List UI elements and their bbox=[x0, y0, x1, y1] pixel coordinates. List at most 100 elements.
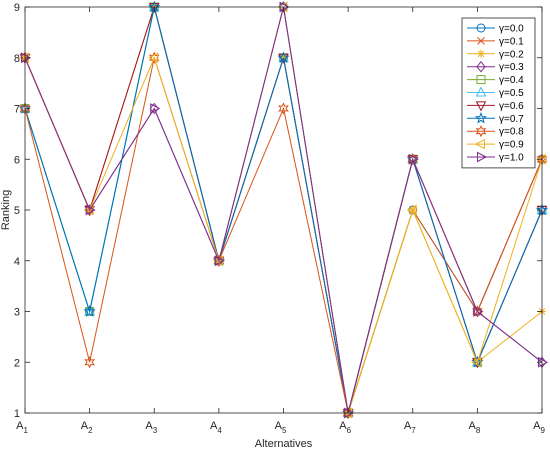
legend-marker bbox=[476, 75, 486, 85]
legend: γ=0.0γ=0.1 γ=0.2 γ=0.3 γ=0.4 γ=0.5 γ=0.6 γ=0.7… bbox=[461, 17, 536, 169]
x-tick-label: A7 bbox=[404, 420, 416, 435]
x-tick-label-subscript: 6 bbox=[347, 426, 352, 435]
data-point-marker bbox=[148, 51, 160, 64]
legend-label: γ=0.7 bbox=[499, 114, 524, 125]
legend-entry: γ=0.9 bbox=[467, 138, 524, 151]
data-point-marker bbox=[278, 102, 289, 115]
x-tick-label: A6 bbox=[339, 420, 351, 435]
data-point-marker bbox=[472, 356, 483, 367]
data-point-marker bbox=[84, 206, 95, 217]
x-tick-label-subscript: 4 bbox=[217, 426, 222, 435]
x-tick-label-base: A bbox=[468, 420, 476, 432]
data-point-marker bbox=[84, 305, 95, 316]
legend-entry: γ=0.3 bbox=[467, 60, 524, 73]
y-tick-label: 9 bbox=[14, 2, 20, 14]
series-line bbox=[24, 6, 543, 414]
legend-marker bbox=[474, 138, 485, 150]
legend-marker bbox=[475, 86, 487, 97]
legend-entry: γ=0.0 bbox=[467, 23, 524, 35]
data-point-marker bbox=[472, 305, 483, 318]
x-tick-label-base: A bbox=[339, 420, 347, 432]
data-point-marker bbox=[278, 51, 289, 62]
data-point-marker bbox=[277, 51, 290, 63]
x-tick-label-base: A bbox=[275, 420, 283, 432]
data-point-marker bbox=[148, 52, 159, 64]
data-point-marker bbox=[408, 153, 419, 165]
y-tick-label: 5 bbox=[14, 205, 20, 217]
legend-marker bbox=[476, 60, 486, 73]
data-point-marker bbox=[535, 153, 546, 165]
y-tick-label: 8 bbox=[14, 53, 20, 65]
x-tick-label-base: A bbox=[16, 420, 24, 432]
x-tick-label: A4 bbox=[210, 420, 222, 435]
legend-label: γ=0.0 bbox=[499, 24, 524, 35]
data-point-marker bbox=[84, 356, 95, 369]
legend-marker bbox=[476, 23, 486, 33]
legend-entry: γ=0.4 bbox=[467, 75, 524, 86]
x-tick-label-base: A bbox=[210, 420, 218, 432]
legend-marker bbox=[474, 111, 488, 124]
x-tick-label-subscript: 8 bbox=[476, 426, 481, 435]
legend-label: γ=0.2 bbox=[499, 49, 524, 60]
legend-label: γ=0.4 bbox=[499, 75, 524, 86]
y-tick-label: 3 bbox=[14, 307, 20, 319]
x-tick-label-subscript: 5 bbox=[282, 426, 287, 435]
legend-label: γ=1.0 bbox=[499, 153, 524, 164]
legend-marker bbox=[477, 37, 485, 45]
legend-marker bbox=[475, 125, 487, 138]
x-tick-label-base: A bbox=[145, 420, 153, 432]
data-point-marker bbox=[213, 254, 225, 267]
data-point-marker bbox=[21, 52, 32, 64]
legend-entry: γ=0.6 bbox=[467, 101, 524, 112]
legend-label: γ=0.1 bbox=[499, 36, 524, 47]
data-point-marker bbox=[85, 204, 96, 216]
legend-marker bbox=[477, 151, 488, 163]
legend-label: γ=0.3 bbox=[499, 62, 524, 73]
x-tick-label-subscript: 1 bbox=[23, 426, 28, 435]
legend-marker bbox=[477, 49, 485, 58]
x-tick-label-base: A bbox=[404, 420, 412, 432]
data-point-marker bbox=[83, 305, 96, 317]
legend-entry: γ=0.1 bbox=[467, 36, 524, 47]
legend-label: γ=0.5 bbox=[499, 88, 524, 99]
x-axis-title: Alternatives bbox=[255, 438, 313, 450]
legend-entry: γ=0.7 bbox=[467, 111, 524, 125]
legend-label: γ=0.8 bbox=[499, 127, 524, 138]
x-tick-label: A8 bbox=[468, 420, 480, 435]
data-point-marker bbox=[407, 153, 419, 164]
data-point-marker bbox=[471, 356, 482, 368]
data-point-marker bbox=[150, 103, 161, 114]
y-tick-label: 7 bbox=[14, 104, 20, 116]
y-tick-label: 1 bbox=[14, 408, 20, 420]
legend-entry: γ=0.5 bbox=[467, 86, 524, 99]
x-tick-label-base: A bbox=[81, 420, 89, 432]
x-tick-label: A3 bbox=[145, 420, 157, 435]
x-tick-label: A1 bbox=[16, 420, 28, 435]
data-point-marker bbox=[407, 153, 419, 166]
legend-label: γ=0.9 bbox=[499, 140, 524, 151]
x-tick-label-subscript: 2 bbox=[88, 426, 93, 435]
data-point-marker bbox=[473, 306, 484, 317]
data-point-marker bbox=[214, 255, 225, 267]
data-point-marker bbox=[342, 406, 354, 417]
data-point-marker bbox=[342, 406, 354, 420]
x-tick-label: A5 bbox=[275, 420, 287, 435]
legend-entry: γ=0.2 bbox=[467, 49, 524, 60]
x-tick-label: A9 bbox=[533, 420, 545, 435]
legend-entry: γ=1.0 bbox=[467, 151, 524, 164]
x-tick-label-subscript: 7 bbox=[411, 426, 416, 435]
y-tick-label: 2 bbox=[14, 357, 20, 369]
x-tick-label-subscript: 3 bbox=[153, 426, 158, 435]
x-tick-label: A2 bbox=[81, 420, 93, 435]
y-tick-label: 4 bbox=[14, 256, 20, 268]
legend-marker bbox=[475, 101, 487, 112]
series-layer bbox=[18, 0, 549, 420]
legend-entry: γ=0.8 bbox=[467, 125, 524, 138]
x-tick-label-subscript: 9 bbox=[540, 426, 545, 435]
legend-label: γ=0.6 bbox=[499, 101, 524, 112]
x-tick-label-base: A bbox=[533, 420, 541, 432]
data-point-marker bbox=[406, 204, 417, 216]
data-point-marker bbox=[213, 254, 225, 265]
